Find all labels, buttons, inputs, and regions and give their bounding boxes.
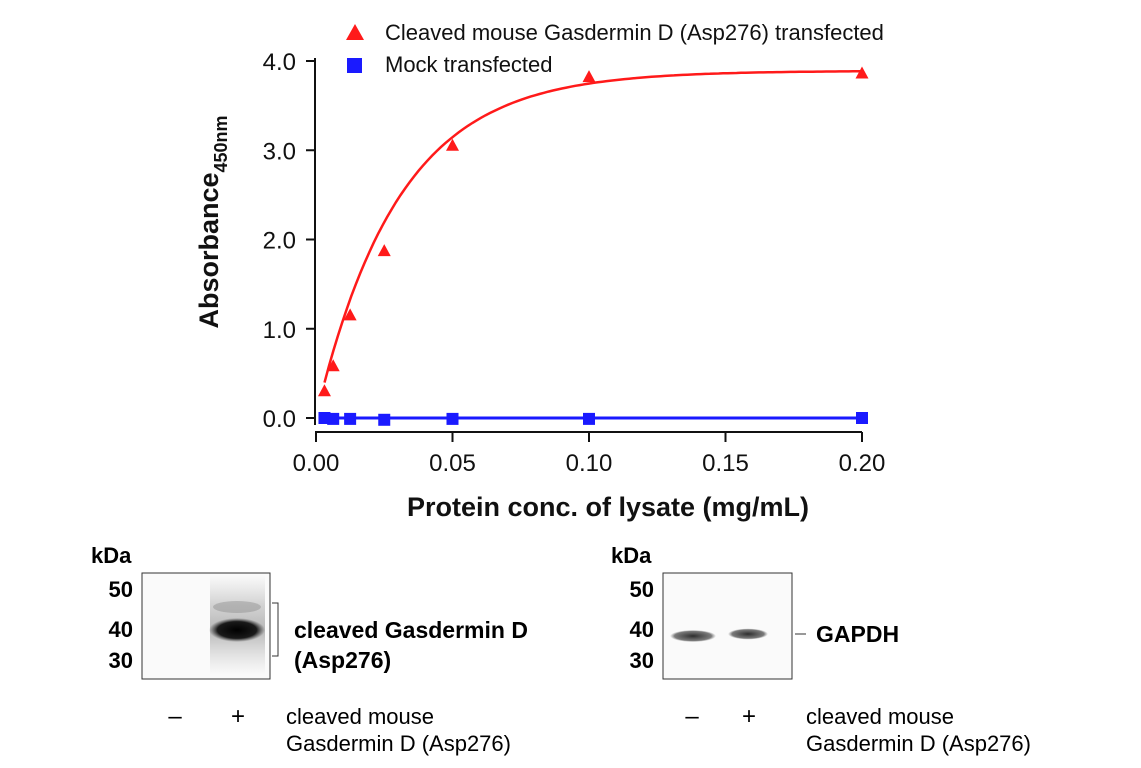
blot2-band-lane1-gapdh: [670, 630, 716, 642]
blot1-marker-50: 50: [109, 577, 133, 602]
blot1-condition-line2: Gasdermin D (Asp276): [286, 731, 511, 756]
legend-triangle-marker: [346, 24, 364, 40]
series-2-point: [378, 413, 391, 426]
blot2-marker-50: 50: [630, 577, 654, 602]
blot1-lane-minus: –: [168, 703, 182, 730]
series-1-fit-curve: [323, 70, 862, 383]
blot2-lane-minus: –: [685, 703, 699, 730]
y-tick-label: 1.0: [263, 317, 296, 344]
legend-series-2-label: Mock transfected: [385, 52, 553, 77]
legend-square-marker: [347, 58, 362, 73]
y-tick-label: 2.0: [263, 228, 296, 255]
series-1-point: [446, 138, 459, 151]
x-tick-label: 0.15: [702, 450, 749, 477]
legend: Cleaved mouse Gasdermin D (Asp276) trans…: [346, 20, 884, 77]
blot1-marker-40: 40: [109, 617, 133, 642]
blot2-band-lane2-gapdh: [728, 628, 768, 640]
blot2-condition-line2: Gasdermin D (Asp276): [806, 731, 1031, 756]
blot1-band-label-line2: (Asp276): [294, 647, 391, 673]
series-2-point: [856, 412, 868, 424]
blot1-band-cleaved-gasdermin: [209, 618, 265, 642]
blot2-lane-plus: +: [742, 703, 756, 730]
series-1-point: [855, 66, 869, 79]
x-tick-label: 0.10: [566, 450, 613, 477]
blot1-band-bracket: [272, 602, 279, 657]
y-axis-label-subscript: 450nm: [211, 115, 231, 172]
y-ticks: 0.0 1.0 2.0 3.0 4.0: [263, 49, 315, 433]
series-layer: [317, 66, 869, 426]
blot1-kda-label: kDa: [91, 543, 132, 568]
blot1-marker-30: 30: [109, 648, 133, 673]
x-ticks: 0.00 0.05 0.10 0.15 0.20: [293, 432, 886, 477]
y-tick-label: 0.0: [263, 406, 296, 433]
y-axis-label-main: Absorbance: [194, 173, 224, 329]
blot1-band-label-line1: cleaved Gasdermin D: [294, 617, 528, 643]
blot2-marker-30: 30: [630, 648, 654, 673]
plot-axes: [314, 58, 862, 433]
series-1-point: [377, 244, 391, 257]
x-tick-label: 0.20: [839, 450, 886, 477]
series-1-point: [326, 359, 340, 372]
x-tick-label: 0.00: [293, 450, 340, 477]
series-1-point: [343, 308, 357, 321]
blot2-band-label: GAPDH: [816, 621, 899, 647]
legend-series-1-label: Cleaved mouse Gasdermin D (Asp276) trans…: [385, 20, 884, 45]
x-tick-label: 0.05: [429, 450, 476, 477]
series-2-point: [446, 412, 459, 425]
western-blot-1: kDa 50 40 30 cleaved Gasdermin D (Asp276…: [91, 543, 528, 756]
y-tick-label: 4.0: [263, 49, 296, 76]
y-axis-label: Absorbance450nm: [194, 115, 231, 328]
series-2-point: [327, 412, 340, 425]
x-axis-label: Protein conc. of lysate (mg/mL): [407, 492, 809, 522]
series-2-point: [344, 412, 357, 425]
series-2-point: [583, 412, 595, 425]
y-tick-label: 3.0: [263, 138, 296, 165]
western-blot-2: kDa 50 40 30 GAPDH – + cleaved mouse Gas…: [611, 543, 1031, 756]
blot2-condition-line1: cleaved mouse: [806, 704, 954, 729]
blot1-lane-plus: +: [231, 703, 245, 730]
series-1-point: [582, 70, 596, 83]
series-1-point: [317, 384, 331, 397]
blot2-membrane: [662, 572, 793, 680]
blot2-marker-40: 40: [630, 617, 654, 642]
blot1-condition-line1: cleaved mouse: [286, 704, 434, 729]
blot1-faint-band-upper: [213, 601, 261, 613]
blot2-kda-label: kDa: [611, 543, 652, 568]
